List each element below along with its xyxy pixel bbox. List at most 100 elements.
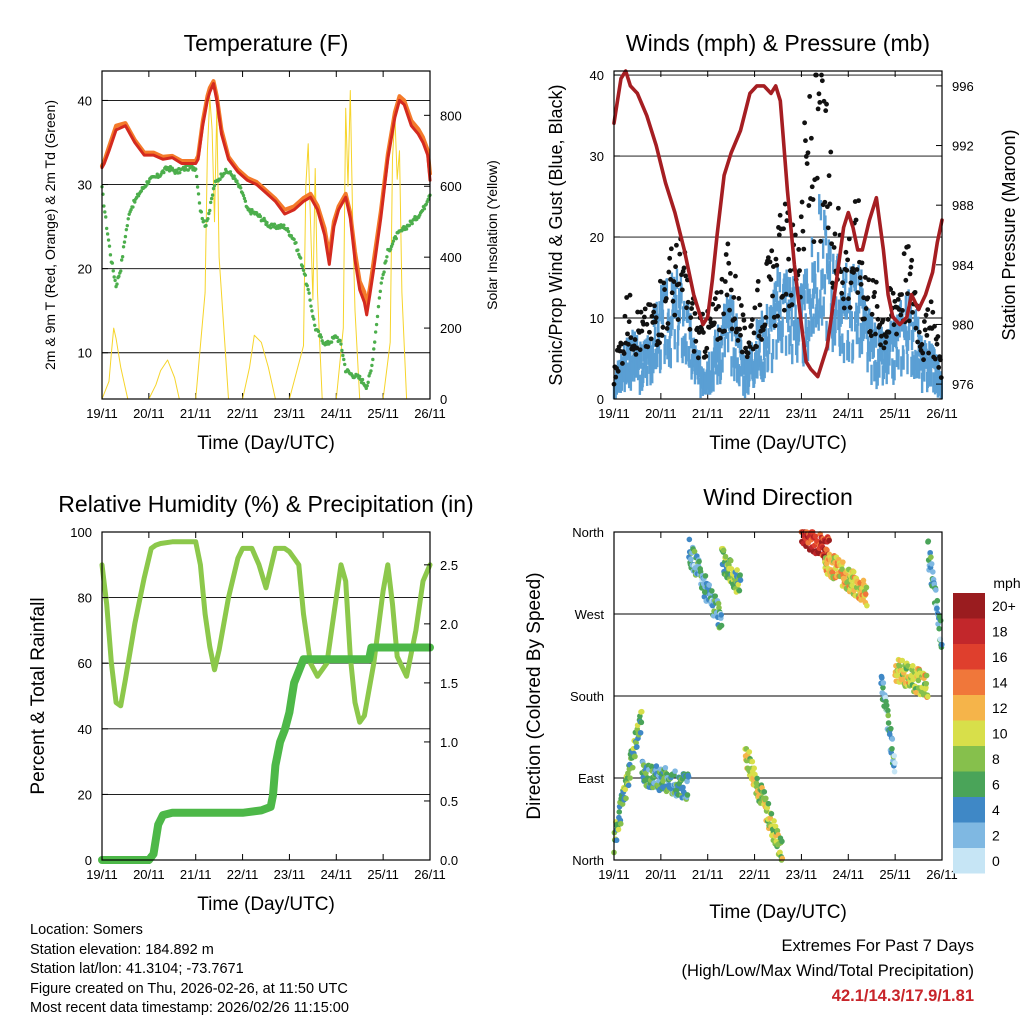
rh-xtick-label: 25/11 [367, 867, 399, 882]
gust-point [762, 322, 768, 328]
gust-point [808, 135, 814, 141]
dewpoint-point [342, 357, 346, 362]
legend-swatch [953, 593, 985, 619]
gust-point [845, 257, 851, 263]
wind-xtick-label: 25/11 [879, 406, 911, 421]
direction-point [812, 533, 819, 539]
direction-point [826, 537, 832, 544]
rh-y2tick-label: 1.0 [440, 735, 458, 750]
recent-timestamp: Most recent data timestamp: 2026/02/26 1… [30, 1000, 349, 1016]
direction-point [632, 753, 638, 760]
gust-point [806, 203, 812, 208]
dewpoint-point [238, 186, 243, 190]
wind-y2label: Station Pressure (Maroon) [999, 129, 1019, 340]
gust-point [814, 175, 820, 181]
gust-point [921, 319, 927, 324]
gust-point [847, 305, 853, 310]
gust-point [768, 277, 774, 282]
direction-point [885, 712, 892, 719]
direction-point [849, 582, 856, 589]
dir-xtick-label: 24/11 [832, 867, 864, 882]
dewpoint-point [108, 253, 113, 257]
wind-xtick-label: 26/11 [926, 406, 958, 421]
gust-point [641, 314, 647, 320]
direction-point [734, 567, 740, 573]
direction-point [617, 820, 624, 827]
direction-point [622, 786, 629, 793]
gust-point [910, 309, 915, 315]
dewpoint-point [272, 222, 277, 226]
dewpoint-point [243, 199, 248, 203]
dewpoint-point [196, 192, 201, 196]
gust-point [754, 344, 759, 350]
dewpoint-point [391, 239, 396, 243]
dewpoint-point [104, 226, 109, 231]
winds-pressure-panel: Winds (mph) & Pressure (mb) 19/11 20/11 21/… [546, 30, 1019, 454]
dewpoint-point [340, 348, 344, 353]
station-elevation: Station elevation: 184.892 m [30, 941, 214, 958]
dewpoint-point [104, 215, 108, 219]
gust-point [863, 306, 869, 311]
dewpoint-point [373, 340, 377, 344]
gust-point [874, 304, 880, 309]
gust-point [663, 296, 669, 301]
rh-ytick-label: 0 [85, 853, 92, 868]
dir-ytick-label: South [570, 689, 604, 704]
direction-point [728, 566, 735, 572]
direction-point [716, 604, 722, 611]
direction-point [749, 758, 756, 765]
rh-xtick-label: 21/11 [180, 867, 212, 882]
gust-point [905, 291, 910, 297]
gust-point [649, 313, 655, 319]
gust-point [854, 267, 860, 272]
temp-ytick-label: 10 [78, 346, 92, 361]
gust-point [716, 303, 721, 309]
dewpoint-point [121, 245, 126, 249]
dewpoint-point [380, 276, 384, 280]
gust-point [900, 308, 905, 313]
wind-xtick-label: 20/11 [645, 406, 677, 421]
gust-point [796, 247, 802, 252]
gust-point [721, 311, 727, 317]
gust-point [792, 232, 798, 238]
temp-xtick-label: 26/11 [414, 406, 446, 421]
gust-point [729, 326, 735, 332]
direction-point [863, 584, 870, 591]
gust-point [738, 303, 744, 308]
gust-point [718, 289, 724, 295]
legend-swatch [953, 797, 985, 823]
gust-point [635, 309, 641, 315]
direction-point [727, 557, 734, 564]
gust-point [804, 161, 810, 167]
dewpoint-point [202, 219, 206, 223]
direction-point [930, 569, 936, 575]
gust-point [815, 106, 821, 112]
gust-point [871, 294, 877, 300]
gust-point [664, 326, 670, 331]
dewpoint-point [232, 174, 236, 178]
dir-ytick-label: North [572, 525, 604, 540]
gust-point [741, 317, 747, 323]
temp-ytick-label: 40 [78, 93, 92, 108]
gust-point [915, 339, 921, 345]
gust-point [725, 241, 731, 247]
gust-point [666, 269, 672, 275]
gust-point [774, 262, 780, 268]
dewpoint-point [339, 342, 343, 346]
gust-point [769, 248, 775, 254]
gust-point [928, 299, 934, 305]
direction-point [696, 558, 702, 565]
gust-point [737, 326, 743, 332]
gust-point [891, 322, 897, 328]
gust-point [819, 72, 824, 78]
gust-point [671, 279, 677, 284]
gust-point [853, 217, 859, 223]
direction-point [840, 559, 846, 565]
humidity-precip-panel: Relative Humidity (%) & Precipitation (i… [28, 491, 474, 915]
gust-point [799, 199, 805, 205]
rh-xtick-label: 20/11 [133, 867, 165, 882]
station-info: Location: Somers Station elevation: 184.… [30, 921, 349, 1019]
gust-point [803, 138, 808, 144]
gust-point [660, 324, 666, 330]
gust-point [754, 287, 760, 293]
